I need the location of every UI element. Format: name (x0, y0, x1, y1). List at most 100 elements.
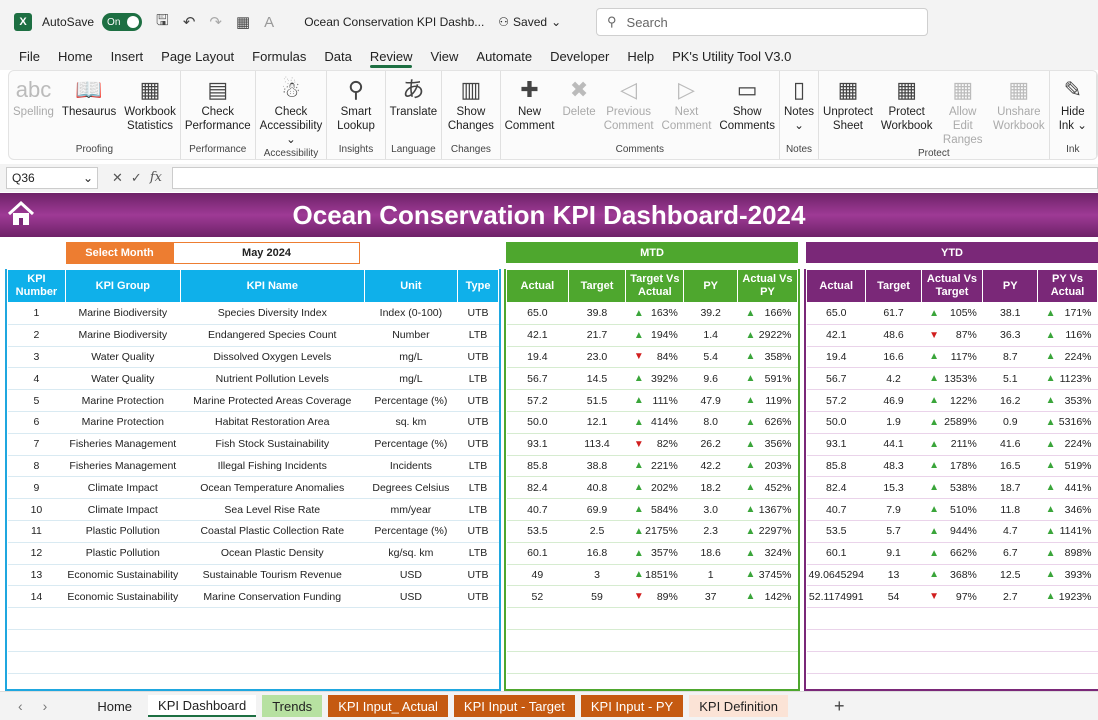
mtd-actual-vs-py-cell[interactable]: ▲ 119% (737, 389, 798, 412)
kpi-group-cell[interactable]: Marine Biodiversity (65, 324, 181, 347)
empty-cell[interactable] (982, 629, 1038, 652)
check-performance-button[interactable]: ▤ Check Performance (181, 75, 255, 143)
menu-data[interactable]: Data (324, 49, 352, 64)
ytd-actual-vs-target-cell[interactable]: ▲ 105% (921, 302, 983, 325)
menu-view[interactable]: View (430, 49, 459, 64)
mtd-actual-vs-py-cell[interactable]: ▲ 324% (737, 542, 798, 565)
empty-cell[interactable] (806, 607, 866, 630)
ytd-actual-vs-target-cell[interactable]: ▲ 2589% (921, 411, 983, 434)
home-icon[interactable] (6, 199, 36, 229)
mtd-target-vs-actual-cell[interactable]: ▲ 392% (625, 367, 684, 391)
mtd-target-vs-actual-cell[interactable]: ▲ 194% (625, 324, 684, 347)
ytd-py-cell[interactable]: 38.1 (982, 302, 1038, 325)
thesaurus-button[interactable]: 📖 Thesaurus (58, 75, 120, 143)
ytd-py-cell[interactable]: 41.6 (982, 433, 1038, 456)
mtd-py-cell[interactable]: 1 (683, 564, 738, 587)
empty-cell[interactable] (625, 629, 684, 652)
empty-cell[interactable] (625, 607, 684, 630)
ytd-py-cell[interactable]: 18.7 (982, 476, 1038, 500)
notes-button[interactable]: ▯ Notes ⌄ (780, 75, 818, 143)
mtd-actual-cell[interactable]: 49 (506, 564, 569, 587)
mtd-actual-cell[interactable]: 42.1 (506, 324, 569, 347)
type-cell[interactable]: UTB (457, 389, 499, 412)
empty-cell[interactable] (7, 673, 66, 689)
kpi-name-cell[interactable]: Marine Conservation Funding (180, 585, 365, 609)
ytd-py-cell[interactable]: 4.7 (982, 520, 1038, 543)
kpi-number-cell[interactable]: 10 (7, 498, 66, 521)
mtd-target-vs-actual-cell[interactable]: ▲ 202% (625, 476, 684, 500)
empty-cell[interactable] (806, 629, 866, 652)
kpi-group-cell[interactable]: Fisheries Management (65, 433, 181, 456)
empty-cell[interactable] (737, 629, 798, 652)
ytd-target-cell[interactable]: 16.6 (865, 346, 922, 369)
ytd-actual-vs-target-cell[interactable]: ▲ 368% (921, 564, 983, 587)
name-box[interactable]: Q36 ⌄ (6, 167, 98, 189)
mtd-actual-vs-py-cell[interactable]: ▲ 356% (737, 433, 798, 456)
ytd-actual-vs-target-cell[interactable]: ▲ 1353% (921, 367, 983, 391)
kpi-name-cell[interactable]: Marine Protected Areas Coverage (180, 389, 365, 412)
ytd-actual-vs-target-cell[interactable]: ▲ 178% (921, 455, 983, 478)
empty-cell[interactable] (865, 673, 922, 689)
empty-cell[interactable] (65, 651, 181, 674)
empty-cell[interactable] (683, 629, 738, 652)
kpi-number-cell[interactable]: 8 (7, 455, 66, 478)
mtd-target-vs-actual-cell[interactable]: ▲ 584% (625, 498, 684, 521)
kpi-group-cell[interactable]: Economic Sustainability (65, 585, 181, 609)
ytd-actual-cell[interactable]: 53.5 (806, 520, 866, 543)
empty-cell[interactable] (806, 651, 866, 674)
empty-cell[interactable] (1037, 651, 1098, 674)
ytd-py-vs-actual-cell[interactable]: ▲ 346% (1037, 498, 1098, 521)
unit-cell[interactable]: USD (364, 564, 458, 587)
autosave-toggle[interactable]: On (102, 13, 143, 31)
kpi-group-cell[interactable]: Climate Impact (65, 498, 181, 521)
check-accessibility-button[interactable]: ☃ Check Accessibility ⌄ (256, 75, 327, 147)
ytd-py-cell[interactable]: 5.1 (982, 367, 1038, 391)
mtd-actual-vs-py-cell[interactable]: ▲ 3745% (737, 564, 798, 587)
ytd-actual-cell[interactable]: 65.0 (806, 302, 866, 325)
sheet-tab-kpi-dashboard[interactable]: KPI Dashboard (148, 695, 257, 717)
kpi-number-cell[interactable]: 5 (7, 389, 66, 412)
ytd-target-cell[interactable]: 15.3 (865, 476, 922, 500)
mtd-target-cell[interactable]: 21.7 (568, 324, 626, 347)
undo-icon[interactable]: ↶ (182, 14, 196, 31)
ytd-actual-cell[interactable]: 19.4 (806, 346, 866, 369)
kpi-group-cell[interactable]: Climate Impact (65, 476, 181, 500)
empty-cell[interactable] (364, 607, 458, 630)
ytd-actual-vs-target-cell[interactable]: ▲ 662% (921, 542, 983, 565)
insert-function-icon[interactable]: fx (149, 170, 162, 185)
unit-cell[interactable]: mg/L (364, 367, 458, 391)
sheet-tab-trends[interactable]: Trends (262, 695, 323, 717)
kpi-number-cell[interactable]: 12 (7, 542, 66, 565)
mtd-actual-cell[interactable]: 19.4 (506, 346, 569, 369)
empty-cell[interactable] (625, 651, 684, 674)
ytd-py-vs-actual-cell[interactable]: ▲ 5316% (1037, 411, 1098, 434)
empty-cell[interactable] (737, 673, 798, 689)
empty-cell[interactable] (1037, 673, 1098, 689)
mtd-target-cell[interactable]: 16.8 (568, 542, 626, 565)
sheet-tab-kpi-input-py[interactable]: KPI Input - PY (580, 695, 684, 717)
kpi-number-cell[interactable]: 14 (7, 585, 66, 609)
ytd-py-cell[interactable]: 36.3 (982, 324, 1038, 347)
empty-cell[interactable] (806, 673, 866, 689)
menu-file[interactable]: File (19, 49, 40, 64)
mtd-actual-cell[interactable]: 65.0 (506, 302, 569, 325)
type-cell[interactable]: LTB (457, 498, 499, 521)
saved-status[interactable]: Saved (513, 15, 548, 29)
empty-cell[interactable] (457, 651, 499, 674)
mtd-target-vs-actual-cell[interactable]: ▼ 84% (625, 346, 684, 369)
mtd-actual-cell[interactable]: 50.0 (506, 411, 569, 434)
ytd-target-cell[interactable]: 44.1 (865, 433, 922, 456)
sheet-tab-kpi-input-target[interactable]: KPI Input - Target (453, 695, 575, 717)
mtd-target-cell[interactable]: 23.0 (568, 346, 626, 369)
empty-cell[interactable] (568, 673, 626, 689)
mtd-target-cell[interactable]: 69.9 (568, 498, 626, 521)
sheet-tab-home[interactable]: Home (97, 698, 133, 714)
kpi-group-cell[interactable]: Marine Biodiversity (65, 302, 181, 325)
type-cell[interactable]: UTB (457, 302, 499, 325)
mtd-target-vs-actual-cell[interactable]: ▼ 89% (625, 585, 684, 609)
mtd-target-vs-actual-cell[interactable]: ▲ 2175% (625, 520, 684, 543)
ytd-actual-vs-target-cell[interactable]: ▲ 510% (921, 498, 983, 521)
empty-cell[interactable] (921, 629, 983, 652)
mtd-target-cell[interactable]: 51.5 (568, 389, 626, 412)
mtd-target-vs-actual-cell[interactable]: ▲ 163% (625, 302, 684, 325)
